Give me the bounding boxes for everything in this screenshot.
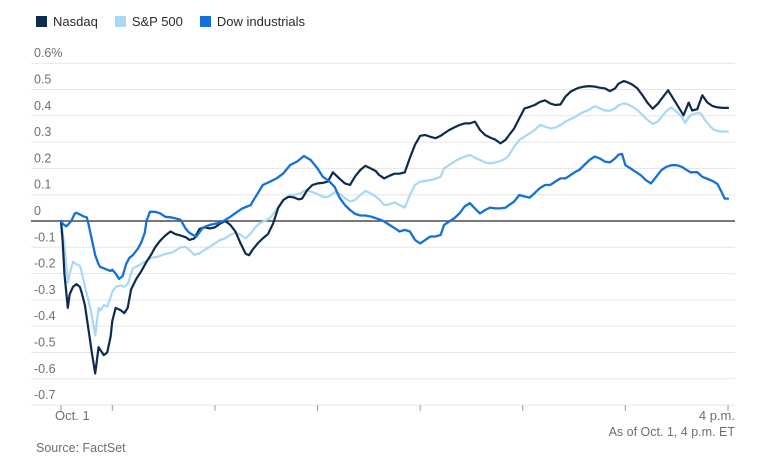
legend-label: Nasdaq	[53, 14, 98, 29]
y-axis-label: 0.4	[34, 99, 51, 113]
y-axis-label: 0	[34, 204, 41, 218]
y-axis-label: -0.5	[34, 336, 56, 350]
y-axis-label: 0.2	[34, 151, 51, 165]
source-note: Source: FactSet	[36, 441, 126, 455]
x-axis-label-start: Oct. 1	[55, 408, 90, 423]
y-axis-label: -0.3	[34, 283, 56, 297]
y-axis-label: 0.1	[34, 178, 51, 192]
y-axis-label: 0.3	[34, 125, 51, 139]
legend-label: S&P 500	[131, 14, 183, 29]
y-axis-label: -0.2	[34, 257, 56, 271]
legend-label: Dow industrials	[216, 14, 306, 29]
legend-swatch	[36, 16, 47, 27]
series-line-nasdaq	[59, 79, 730, 375]
y-axis-label: 0.6%	[34, 46, 63, 60]
legend-item-nasdaq: Nasdaq	[36, 14, 98, 29]
y-axis-label: -0.6	[34, 362, 56, 376]
series-line-s-p-500	[59, 102, 730, 337]
legend-item-dow: Dow industrials	[199, 14, 306, 29]
legend-item-sp500: S&P 500	[114, 14, 183, 29]
as-of-note: As of Oct. 1, 4 p.m. ET	[608, 425, 735, 439]
y-axis-label: -0.4	[34, 309, 56, 323]
y-axis-label: -0.1	[34, 230, 56, 244]
chart-legend: Nasdaq S&P 500 Dow industrials	[36, 14, 305, 29]
legend-swatch	[114, 16, 126, 27]
series-line-dow-industrials	[59, 152, 730, 281]
legend-swatch	[199, 16, 211, 27]
y-axis-label: -0.7	[34, 388, 56, 402]
y-axis-label: 0.5	[34, 73, 51, 87]
x-axis-label-end: 4 p.m.	[699, 408, 735, 423]
